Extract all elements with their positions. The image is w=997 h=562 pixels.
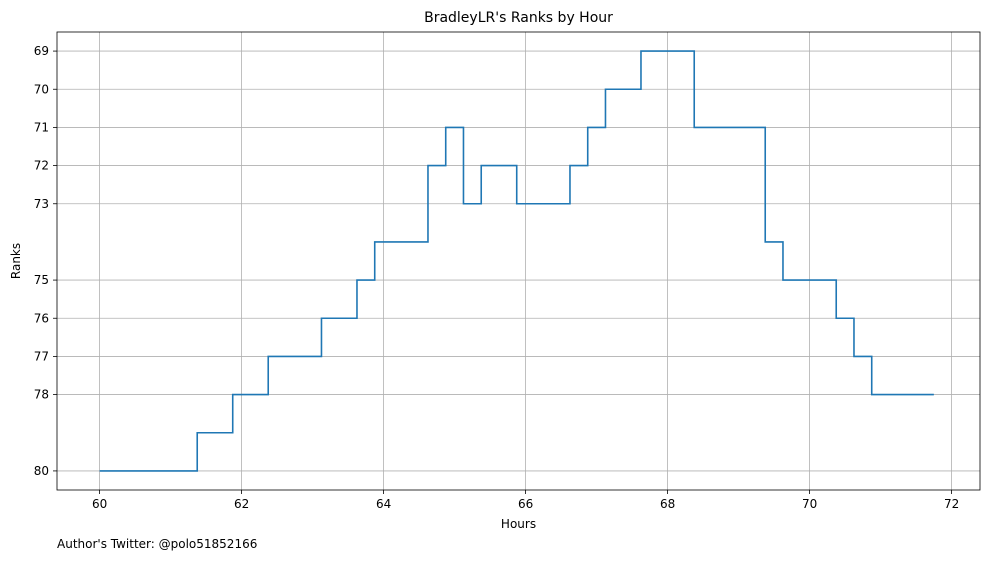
x-tick-label: 70 (802, 497, 817, 511)
y-tick-label: 76 (34, 311, 49, 325)
author-twitter-note: Author's Twitter: @polo51852166 (57, 537, 257, 551)
y-tick-label: 80 (34, 464, 49, 478)
y-tick-label: 75 (34, 273, 49, 287)
x-tick-label: 66 (518, 497, 533, 511)
y-tick-label: 71 (34, 120, 49, 134)
x-tick-label: 60 (92, 497, 107, 511)
y-tick-label: 72 (34, 159, 49, 173)
y-tick-label: 73 (34, 197, 49, 211)
x-axis-label: Hours (501, 517, 536, 531)
x-tick-label: 62 (234, 497, 249, 511)
y-tick-label: 69 (34, 44, 49, 58)
x-tick-label: 68 (660, 497, 675, 511)
y-axis-label: Ranks (9, 243, 23, 279)
y-tick-label: 70 (34, 82, 49, 96)
x-tick-label: 72 (944, 497, 959, 511)
x-tick-label: 64 (376, 497, 391, 511)
y-tick-label: 77 (34, 349, 49, 363)
chart-title: BradleyLR's Ranks by Hour (424, 10, 613, 26)
y-tick-label: 78 (34, 388, 49, 402)
